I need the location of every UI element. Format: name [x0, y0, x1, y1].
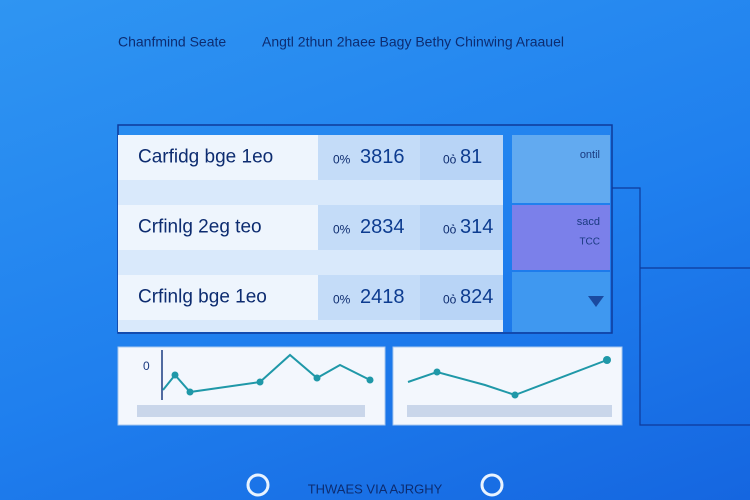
row-label: Crfinlg 2eg teo — [138, 217, 262, 238]
row-label-cell — [118, 135, 318, 180]
row-gap — [118, 250, 503, 275]
sparkline — [162, 353, 371, 394]
row-value-cell — [318, 205, 420, 250]
unit: 0ỏ — [443, 223, 457, 237]
side-tile — [512, 135, 610, 203]
footer-icon — [246, 473, 270, 497]
icon — [588, 296, 604, 307]
value: 81 — [460, 146, 482, 168]
row-value-cell — [420, 275, 503, 320]
header-left: Chanfmind Seate — [118, 34, 226, 50]
row-value-cell — [318, 275, 420, 320]
row-gap — [118, 180, 503, 205]
value: 824 — [460, 286, 493, 308]
point — [186, 388, 194, 396]
point — [433, 368, 441, 376]
row-label: Crfinlg bge 1eo — [138, 287, 267, 308]
row-value-cell — [420, 205, 503, 250]
row-label-cell — [118, 205, 318, 250]
side-label: TCC — [579, 237, 600, 248]
chart-bar — [407, 405, 612, 417]
row-value-cell — [420, 135, 503, 180]
side-label: sacd — [577, 216, 600, 228]
connector — [612, 187, 750, 426]
point — [171, 371, 179, 379]
side-tile — [512, 205, 610, 270]
point — [603, 356, 611, 364]
value: 3816 — [360, 146, 405, 168]
value: 314 — [460, 216, 493, 238]
point — [366, 376, 374, 384]
row-label-cell — [118, 275, 318, 320]
point — [511, 391, 519, 399]
side-label: ontil — [580, 149, 600, 161]
unit: 0% — [333, 223, 351, 237]
point — [313, 374, 321, 382]
value: 2834 — [360, 216, 405, 238]
unit: 0% — [333, 153, 351, 167]
row-gap — [118, 320, 503, 332]
unit: 0% — [333, 293, 351, 307]
point — [256, 378, 264, 386]
sparkline — [407, 359, 608, 397]
value: 2418 — [360, 286, 405, 308]
chart-bar — [137, 405, 365, 417]
unit: 0ỏ — [443, 153, 457, 167]
header-right: Angtl 2thun 2haee Bagy Bethy Chinwing Ar… — [262, 34, 564, 50]
unit: 0ỏ — [443, 293, 457, 307]
chart-label: 0 — [143, 359, 150, 373]
footer-text: THWAES VIA AJRGHY — [308, 481, 443, 496]
row-value-cell — [318, 135, 420, 180]
footer-icon — [480, 473, 504, 497]
row-label: Carfidg bge 1eo — [138, 147, 273, 168]
